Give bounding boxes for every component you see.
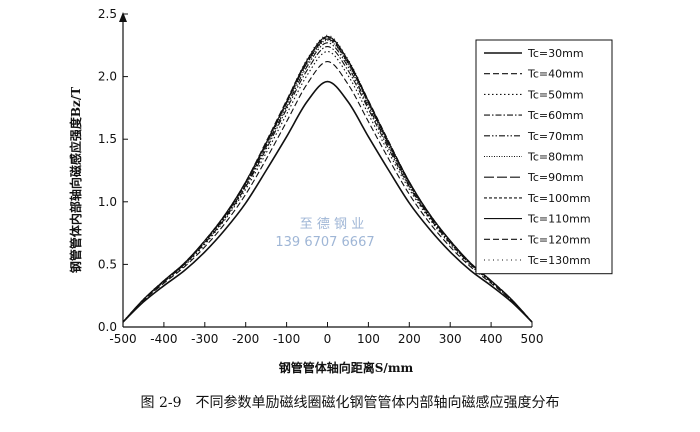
legend-label-3: Tc=50mm [527,88,584,101]
series-line-11 [122,34,533,323]
axes: -500 -400 -300 -200 -100 0 100 200 300 400 500 0.0 0… [98,7,544,346]
x-tick-label: 300 [439,332,462,346]
y-axis-arrow [119,12,127,22]
legend-label-4: Tc=60mm [527,109,584,122]
legend-label-2: Tc=40mm [527,68,584,81]
y-tick-label: 0.0 [98,320,117,334]
y-tick-label: 2.5 [98,7,117,21]
x-axis-label: 钢管管体轴向距离S/mm [279,360,414,375]
y-axis-label: 钢管管体内部轴向磁感应强度Bz/T [68,87,83,273]
watermark: 至 德 钢 业 139 6707 6667 [275,217,374,250]
legend-box [475,39,613,275]
legend: Tc=30mm Tc=40mm Tc=50mm Tc=60mm Tc=70mm Tc=80… [475,39,613,275]
y-tick-label: 1.5 [98,132,117,146]
legend-label-5: Tc=70mm [527,130,584,143]
series-line-9 [122,35,533,323]
legend-label-11: Tc=130mm [527,254,591,267]
series-line-8 [122,37,533,323]
series-line-1 [122,80,533,323]
x-tick-label: -400 [150,332,177,346]
y-tick-label: 2.0 [98,70,117,84]
watermark-line2: 139 6707 6667 [275,235,374,250]
series-layer [122,34,533,323]
series-line-6 [122,39,533,323]
legend-label-8: Tc=100mm [527,192,591,205]
x-tick-label: 500 [521,332,544,346]
x-tick-label: 0 [324,332,332,346]
legend-label-6: Tc=80mm [527,151,584,164]
y-tick-label: 0.5 [98,257,117,271]
x-tick-label: 100 [357,332,380,346]
legend-label-1: Tc=30mm [527,47,584,60]
watermark-line1: 至 德 钢 业 [300,217,364,232]
x-tick-label: -100 [273,332,300,346]
legend-label-10: Tc=120mm [527,233,591,246]
x-tick-label: -200 [232,332,259,346]
figure-caption: 图 2-9 不同参数单励磁线圈磁化钢管管体内部轴向磁感应强度分布 [140,395,560,411]
x-tick-label: -500 [109,332,136,346]
x-tick-label: 400 [480,332,503,346]
x-tick-label: 200 [398,332,421,346]
legend-label-9: Tc=110mm [527,213,591,226]
series-line-10 [122,35,533,323]
series-line-4 [122,45,533,323]
y-tick-label: 1.0 [98,195,117,209]
series-line-3 [122,51,533,323]
legend-label-7: Tc=90mm [527,171,584,184]
series-line-2 [122,61,533,323]
series-line-5 [122,42,533,323]
x-tick-label: -300 [191,332,218,346]
